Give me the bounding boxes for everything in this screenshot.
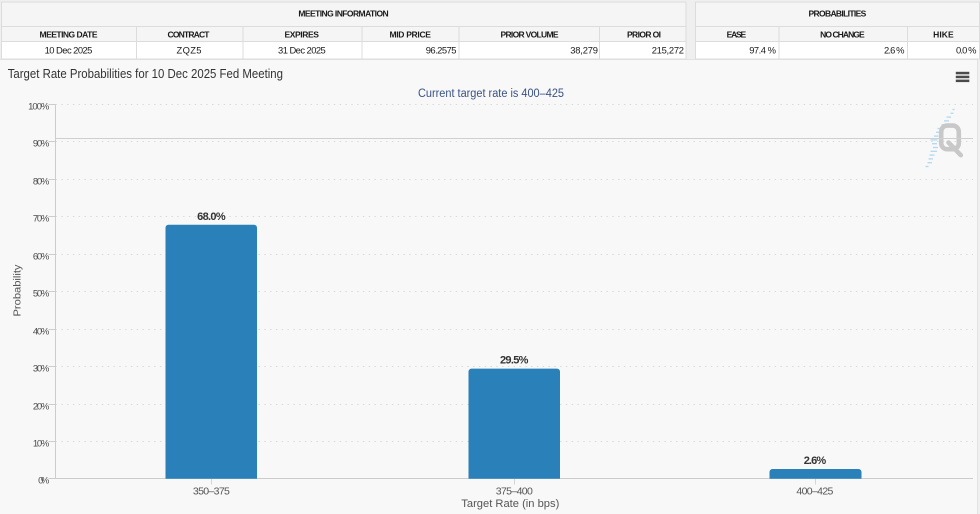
svg-text:MEETING DATE: MEETING DATE xyxy=(40,30,98,40)
svg-text:100%: 100% xyxy=(28,102,50,113)
svg-text:31 Dec 2025: 31 Dec 2025 xyxy=(278,45,326,56)
svg-text:50%: 50% xyxy=(33,289,50,300)
svg-text:97.4 %: 97.4 % xyxy=(749,45,776,56)
svg-text:PRIOR VOLUME: PRIOR VOLUME xyxy=(501,30,559,40)
svg-text:400–425: 400–425 xyxy=(796,486,833,498)
svg-text:350–375: 350–375 xyxy=(193,486,230,498)
svg-text:Probability: Probability xyxy=(12,264,24,317)
svg-text:10 Dec 2025: 10 Dec 2025 xyxy=(45,45,93,56)
svg-text:Target Rate (in bps): Target Rate (in bps) xyxy=(461,498,559,510)
svg-text:2.6 %: 2.6 % xyxy=(884,45,905,56)
svg-text:PRIOR OI: PRIOR OI xyxy=(627,30,661,40)
svg-text:60%: 60% xyxy=(33,252,50,263)
svg-text:40%: 40% xyxy=(33,327,50,338)
svg-text:96.2575: 96.2575 xyxy=(426,45,457,56)
svg-text:Target Rate Probabilities for: Target Rate Probabilities for 10 Dec 202… xyxy=(8,66,283,81)
svg-text:10%: 10% xyxy=(33,439,50,450)
svg-text:0.0 %: 0.0 % xyxy=(956,45,977,56)
svg-text:PROBABILITIES: PROBABILITIES xyxy=(809,9,867,19)
svg-text:HIKE: HIKE xyxy=(933,30,954,40)
svg-text:80%: 80% xyxy=(33,177,50,188)
svg-text:30%: 30% xyxy=(33,364,50,375)
svg-text:375–400: 375–400 xyxy=(496,486,533,498)
svg-text:38,279: 38,279 xyxy=(570,45,598,56)
svg-text:70%: 70% xyxy=(33,214,50,225)
svg-text:ZQZ5: ZQZ5 xyxy=(177,45,202,56)
svg-text:EASE: EASE xyxy=(727,30,747,40)
svg-text:20%: 20% xyxy=(33,402,50,413)
svg-text:CONTRACT: CONTRACT xyxy=(168,30,211,40)
svg-text:NO CHANGE: NO CHANGE xyxy=(820,30,865,40)
svg-text:2.6%: 2.6% xyxy=(804,455,827,467)
svg-text:0%: 0% xyxy=(38,476,50,487)
svg-text:90%: 90% xyxy=(33,139,50,150)
svg-text:215,272: 215,272 xyxy=(652,45,684,56)
svg-text:MEETING INFORMATION: MEETING INFORMATION xyxy=(298,9,388,19)
svg-text:MID PRICE: MID PRICE xyxy=(389,30,431,40)
svg-text:Current target rate is 400–425: Current target rate is 400–425 xyxy=(418,88,564,100)
svg-text:29.5%: 29.5% xyxy=(500,355,529,367)
svg-text:EXPIRES: EXPIRES xyxy=(284,30,319,40)
svg-text:68.0%: 68.0% xyxy=(197,211,226,223)
